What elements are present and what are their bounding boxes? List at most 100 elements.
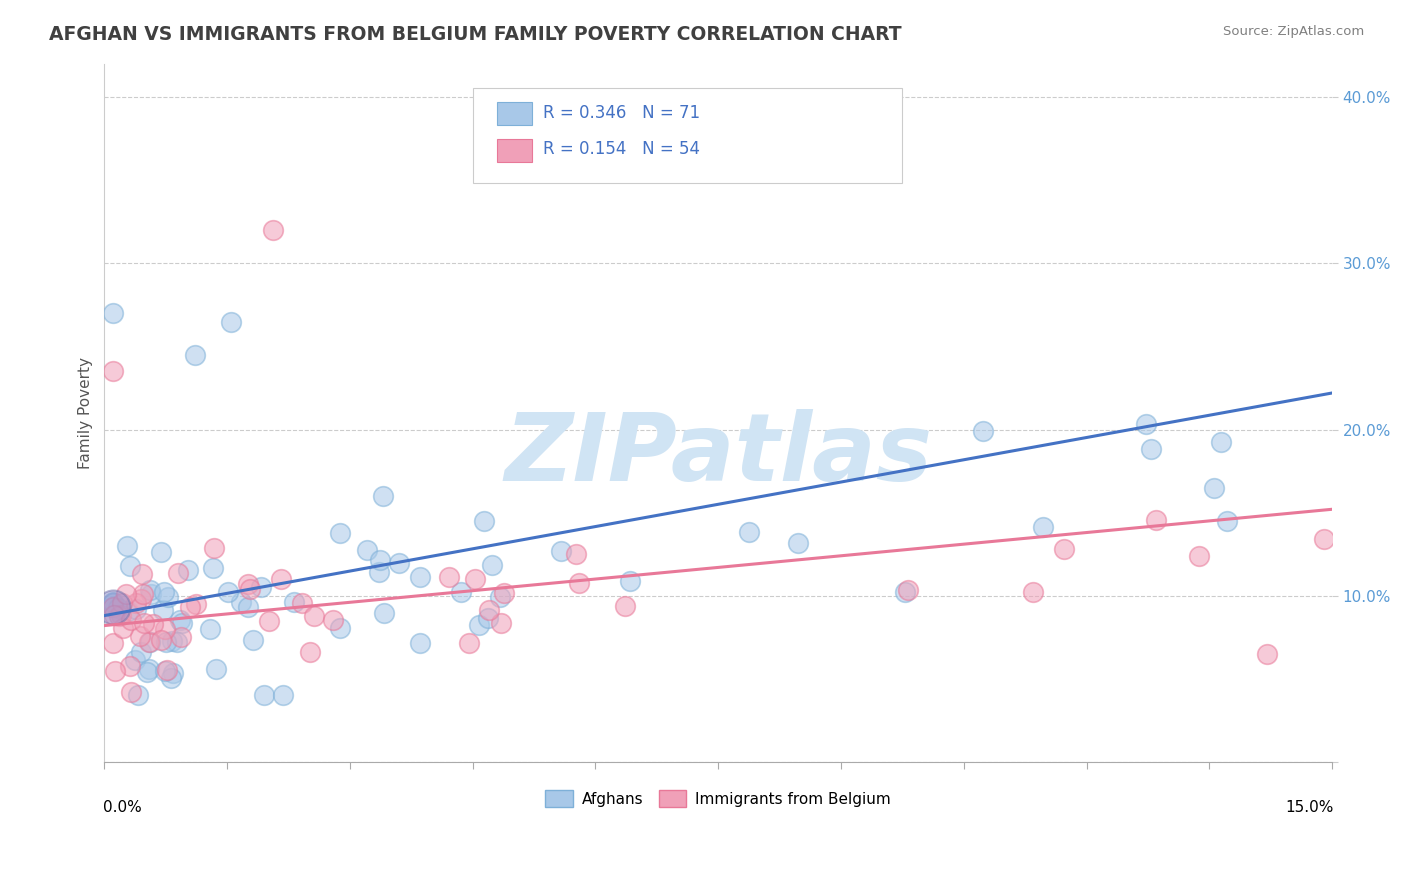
Point [229, 595, 252, 609]
Point [179, 600, 201, 615]
Point [489, 590, 512, 604]
Point [103, 608, 125, 623]
Point [205, 662, 228, 676]
Point [152, 585, 174, 599]
FancyBboxPatch shape [472, 88, 903, 183]
Point [184, 598, 207, 612]
Point [177, 563, 200, 577]
Point [329, 526, 352, 541]
Legend: Afghans, Immigrants from Belgium: Afghans, Immigrants from Belgium [538, 783, 897, 814]
Point [322, 613, 344, 627]
Point [104, 664, 127, 678]
Point [368, 565, 391, 579]
Point [166, 635, 188, 649]
Point [167, 566, 190, 580]
Point [107, 601, 129, 615]
Point [217, 585, 239, 599]
Point [298, 645, 321, 659]
Point [564, 547, 586, 561]
Point [129, 629, 152, 643]
Point [373, 606, 395, 620]
Point [613, 599, 636, 614]
Point [101, 600, 124, 615]
Point [439, 569, 461, 583]
Point [120, 613, 142, 627]
Point [183, 348, 205, 362]
Point [356, 543, 378, 558]
Text: 15.0%: 15.0% [1285, 800, 1333, 815]
Text: Source: ZipAtlas.com: Source: ZipAtlas.com [1223, 25, 1364, 38]
Point [481, 558, 503, 572]
Point [138, 634, 160, 648]
Point [371, 489, 394, 503]
Point [162, 666, 184, 681]
Point [253, 689, 276, 703]
Point [120, 659, 142, 673]
Text: ZIPatlas: ZIPatlas [505, 409, 932, 500]
Point [111, 596, 134, 610]
Point [172, 616, 194, 631]
Point [139, 635, 162, 649]
Point [897, 582, 920, 597]
Point [302, 609, 325, 624]
Point [131, 566, 153, 581]
Point [238, 576, 260, 591]
Point [155, 634, 177, 648]
Point [619, 574, 641, 589]
Point [101, 636, 124, 650]
Point [242, 633, 264, 648]
Point [101, 596, 124, 610]
Point [139, 582, 162, 597]
Point [271, 689, 294, 703]
Point [494, 586, 516, 600]
Point [1022, 585, 1045, 599]
Point [262, 223, 284, 237]
Point [270, 572, 292, 586]
Text: AFGHAN VS IMMIGRANTS FROM BELGIUM FAMILY POVERTY CORRELATION CHART: AFGHAN VS IMMIGRANTS FROM BELGIUM FAMILY… [49, 25, 901, 44]
Y-axis label: Family Poverty: Family Poverty [79, 357, 93, 469]
Point [329, 621, 352, 635]
Point [1144, 513, 1167, 527]
Point [129, 591, 152, 606]
Point [786, 535, 808, 549]
Point [283, 595, 305, 609]
Point [107, 608, 129, 623]
Point [458, 636, 481, 650]
Point [893, 585, 915, 599]
Point [142, 617, 165, 632]
Point [157, 590, 180, 604]
Point [491, 615, 513, 630]
Point [472, 514, 495, 528]
Point [738, 524, 761, 539]
Point [101, 306, 124, 320]
Point [1053, 541, 1076, 556]
Point [153, 622, 176, 636]
Point [124, 653, 146, 667]
Point [101, 600, 124, 615]
Point [120, 558, 142, 573]
Point [117, 604, 139, 618]
Point [125, 602, 148, 616]
Point [138, 662, 160, 676]
Bar [498, 103, 531, 126]
Point [127, 689, 149, 703]
Point [550, 544, 572, 558]
Point [972, 424, 994, 438]
Point [159, 671, 181, 685]
Point [110, 608, 132, 623]
Point [131, 645, 153, 659]
Point [388, 556, 411, 570]
Point [250, 581, 273, 595]
Point [132, 616, 155, 631]
Bar [498, 139, 531, 161]
Point [450, 584, 472, 599]
Point [124, 596, 146, 610]
Point [291, 595, 314, 609]
Point [1216, 514, 1239, 528]
Point [132, 587, 155, 601]
Point [120, 685, 142, 699]
Point [156, 663, 179, 677]
Point [141, 587, 163, 601]
Point [464, 573, 486, 587]
Point [1135, 417, 1157, 432]
